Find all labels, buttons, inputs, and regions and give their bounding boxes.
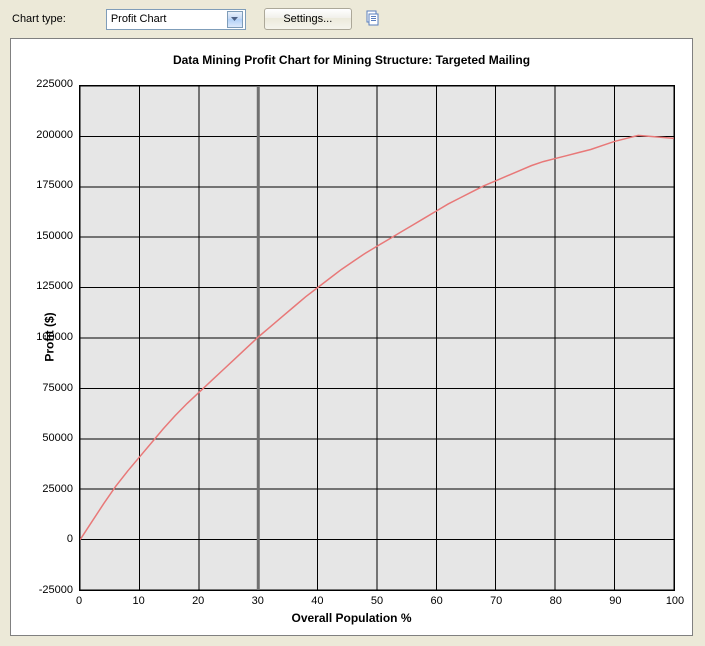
y-tick-label: 0 [23,533,73,545]
y-tick-label: 200000 [23,129,73,141]
x-tick-label: 10 [124,595,154,607]
plot-area [79,85,675,591]
x-tick-label: 70 [481,595,511,607]
settings-button-label: Settings... [283,13,332,25]
x-tick-label: 40 [302,595,332,607]
x-tick-label: 20 [183,595,213,607]
x-axis-label: Overall Population % [291,611,411,625]
x-tick-label: 80 [541,595,571,607]
y-tick-label: 175000 [23,179,73,191]
settings-button[interactable]: Settings... [264,8,352,30]
y-tick-label: 150000 [23,230,73,242]
x-tick-label: 0 [64,595,94,607]
y-tick-label: 25000 [23,483,73,495]
x-tick-label: 100 [660,595,690,607]
y-tick-label: 100000 [23,331,73,343]
y-tick-label: 75000 [23,382,73,394]
chart-title: Data Mining Profit Chart for Mining Stru… [11,39,692,67]
chart-type-value: Profit Chart [111,13,167,25]
toolbar: Chart type: Profit Chart Settings... [0,0,705,38]
x-tick-label: 60 [422,595,452,607]
y-tick-label: 125000 [23,280,73,292]
copy-icon [364,10,380,29]
chart-type-label: Chart type: [12,13,66,25]
y-tick-label: 50000 [23,432,73,444]
x-tick-label: 30 [243,595,273,607]
copy-chart-button[interactable] [360,8,384,30]
chart-type-dropdown[interactable]: Profit Chart [106,9,246,30]
y-tick-label: 225000 [23,78,73,90]
x-tick-label: 90 [600,595,630,607]
plot-wrap [79,85,675,591]
chart-panel: Data Mining Profit Chart for Mining Stru… [10,38,693,636]
x-tick-label: 50 [362,595,392,607]
chevron-down-icon [227,11,243,28]
